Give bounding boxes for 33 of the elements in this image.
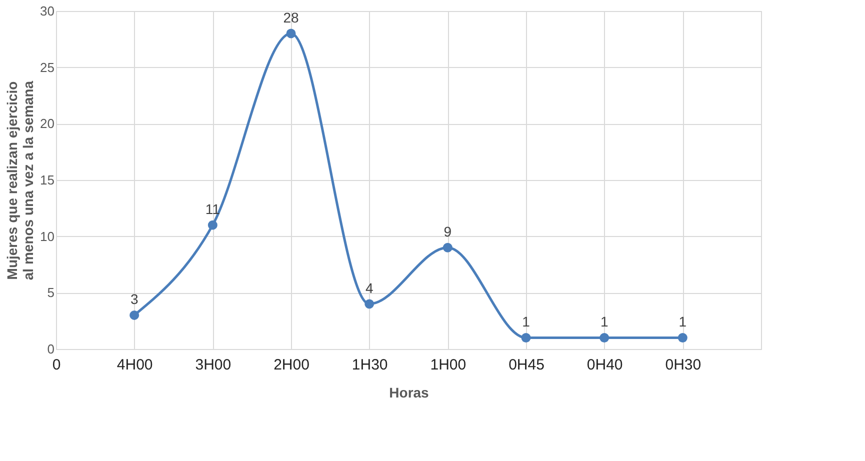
- point: [678, 333, 688, 342]
- y-axis-title: Mujeres que realizan ejercicio al menos una vez a la semana: [4, 80, 36, 280]
- data-label: 3: [130, 291, 138, 308]
- y-tick-label: 25: [40, 60, 54, 75]
- data-label: 28: [283, 10, 299, 26]
- x-tick-label: 1H00: [430, 356, 466, 374]
- point: [364, 299, 374, 309]
- y-tick-label: 30: [40, 4, 54, 18]
- point: [521, 333, 531, 342]
- x-tick-label: 3H00: [195, 356, 232, 374]
- point: [130, 310, 140, 320]
- x-tick-label: 0H30: [665, 356, 702, 374]
- data-label: 1: [678, 314, 687, 330]
- data-label: 1: [522, 314, 530, 330]
- point: [442, 242, 452, 252]
- data-label: 1: [600, 314, 608, 330]
- point: [600, 333, 610, 342]
- y-tick-label: 0: [47, 342, 54, 356]
- data-label: 11: [205, 201, 220, 218]
- x-tick-label: 1H30: [352, 356, 388, 374]
- x-tick-label: 4H00: [116, 356, 153, 374]
- data-label: 9: [444, 224, 452, 240]
- y-tick-label: 10: [40, 228, 54, 244]
- point: [286, 28, 296, 38]
- data-label: 4: [365, 280, 374, 296]
- y-tick-label: 5: [47, 285, 54, 300]
- point: [208, 220, 218, 230]
- y-tick-label: 15: [40, 172, 54, 188]
- x-axis-title: Horas: [389, 384, 430, 400]
- x-tick-label: 0H45: [508, 356, 544, 374]
- y-tick-label: 20: [40, 116, 54, 132]
- x-tick-label: 0H40: [586, 356, 623, 374]
- x-tick-label: 2H00: [274, 356, 310, 374]
